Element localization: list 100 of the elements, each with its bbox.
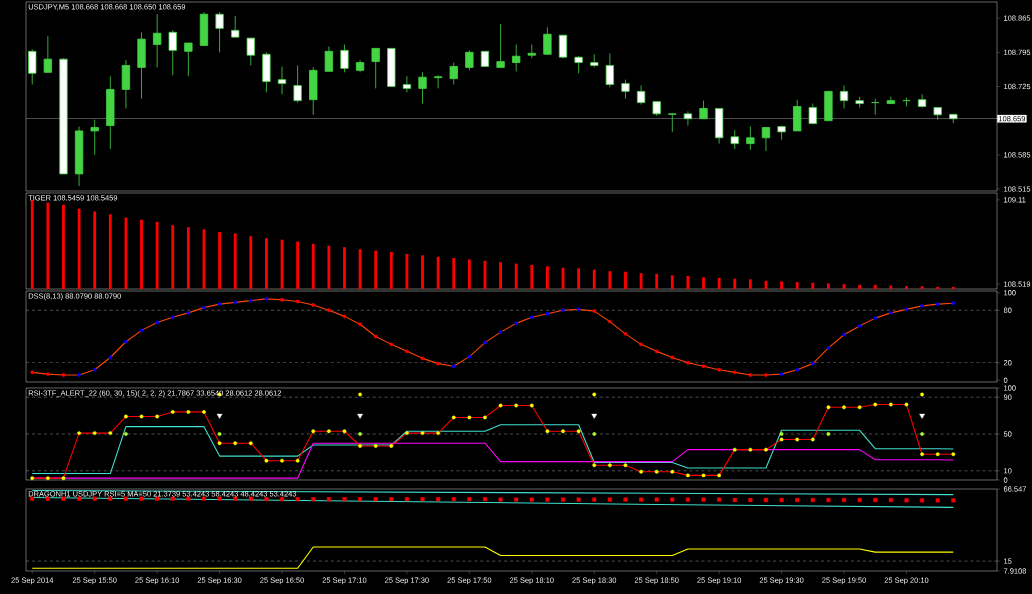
point	[280, 297, 284, 302]
candlestick	[121, 59, 131, 109]
candlestick	[28, 48, 37, 85]
candlestick	[168, 29, 177, 76]
candlestick	[215, 11, 224, 53]
point	[857, 324, 862, 328]
point	[764, 447, 768, 452]
candlestick	[324, 46, 333, 72]
point	[748, 373, 753, 377]
point	[357, 413, 363, 419]
point	[764, 373, 768, 377]
point	[186, 410, 191, 414]
point	[358, 322, 362, 327]
point	[202, 305, 206, 310]
point	[717, 367, 722, 372]
point	[873, 402, 878, 407]
point	[842, 332, 846, 337]
point	[561, 308, 565, 313]
point	[701, 473, 706, 478]
candlestick	[90, 119, 99, 156]
point	[623, 463, 628, 468]
point	[514, 321, 519, 326]
point	[264, 458, 269, 463]
point	[373, 444, 378, 448]
point	[420, 356, 425, 361]
point	[888, 310, 893, 315]
point	[904, 402, 909, 407]
candlestick	[808, 103, 817, 124]
point	[498, 403, 503, 408]
point	[592, 463, 597, 468]
point	[358, 444, 362, 448]
candlestick	[277, 66, 287, 95]
point	[77, 373, 81, 377]
point	[607, 463, 612, 468]
point	[451, 364, 456, 369]
point	[124, 432, 128, 436]
candlestick	[418, 71, 427, 104]
point	[951, 301, 956, 306]
point	[779, 437, 784, 442]
candlestick	[371, 47, 380, 89]
point	[514, 403, 519, 408]
point	[467, 415, 472, 420]
point	[920, 452, 924, 457]
candlestick	[543, 26, 552, 55]
candlestick	[293, 65, 302, 103]
point	[92, 367, 97, 372]
point	[436, 361, 441, 366]
candlestick	[746, 126, 755, 151]
point	[295, 299, 300, 304]
candlestick	[184, 42, 193, 77]
point	[217, 441, 222, 446]
point	[826, 432, 831, 436]
point	[216, 413, 223, 419]
point	[529, 403, 534, 408]
point	[654, 349, 659, 354]
point	[358, 432, 362, 436]
point	[311, 429, 316, 434]
point	[935, 452, 940, 457]
point	[30, 370, 35, 375]
point	[826, 345, 831, 350]
candlestick	[668, 113, 677, 133]
point	[857, 405, 862, 410]
point	[592, 392, 597, 397]
point	[451, 415, 456, 420]
point	[639, 469, 643, 474]
point	[342, 429, 347, 434]
point	[61, 373, 66, 377]
point	[935, 302, 940, 307]
point	[326, 429, 331, 434]
point	[748, 447, 753, 452]
point	[795, 367, 800, 372]
point	[592, 309, 597, 314]
point	[810, 361, 815, 366]
point	[311, 303, 316, 307]
point	[826, 405, 831, 410]
point	[873, 316, 878, 321]
point	[45, 476, 50, 481]
point	[92, 431, 97, 435]
point	[155, 320, 160, 325]
point	[592, 432, 597, 436]
point	[139, 414, 144, 419]
point	[170, 315, 175, 320]
point	[45, 372, 50, 377]
candlestick	[871, 98, 880, 116]
point	[295, 458, 300, 463]
point	[951, 452, 956, 457]
candlestick	[761, 127, 771, 152]
candlestick	[152, 13, 162, 68]
point	[186, 310, 191, 315]
point	[732, 447, 737, 452]
candlestick	[43, 35, 52, 73]
point	[233, 300, 238, 305]
point	[670, 355, 675, 360]
point	[217, 302, 222, 307]
point	[842, 405, 846, 410]
candlestick	[683, 110, 693, 126]
candlestick	[246, 37, 255, 66]
point	[342, 314, 347, 319]
point	[420, 431, 425, 435]
point	[888, 402, 893, 407]
